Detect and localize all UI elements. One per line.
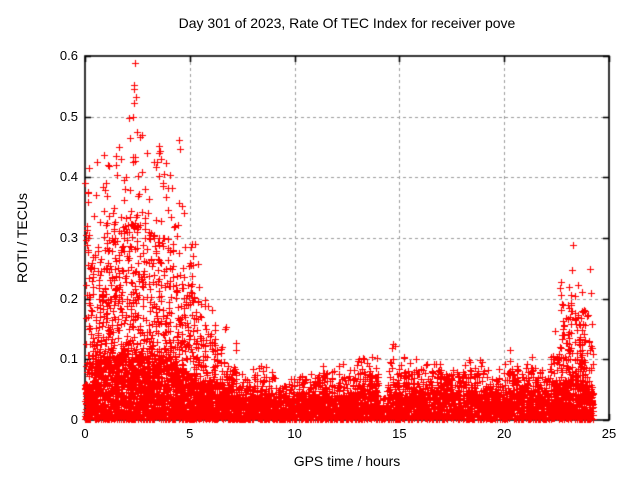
x-tick-label: 15: [392, 426, 407, 441]
y-tick-label: 0.5: [59, 108, 78, 124]
x-tick-label: 5: [186, 426, 194, 441]
y-tick-label: 0.3: [59, 230, 78, 245]
x-tick-label: 25: [601, 426, 617, 441]
x-tick-label: 0: [81, 426, 89, 441]
y-tick-label: 0.4: [59, 169, 78, 185]
x-tick-label: 10: [287, 426, 302, 441]
x-axis-label: GPS time / hours: [293, 453, 401, 469]
y-tick-label: 0: [70, 412, 78, 427]
x-tick-label: 20: [496, 426, 512, 441]
y-tick-label: 0.1: [59, 351, 78, 367]
chart-title: Day 301 of 2023, Rate Of TEC Index for r…: [178, 15, 516, 31]
y-tick-label: 0.2: [59, 290, 78, 306]
y-tick-label: 0.6: [59, 48, 78, 63]
